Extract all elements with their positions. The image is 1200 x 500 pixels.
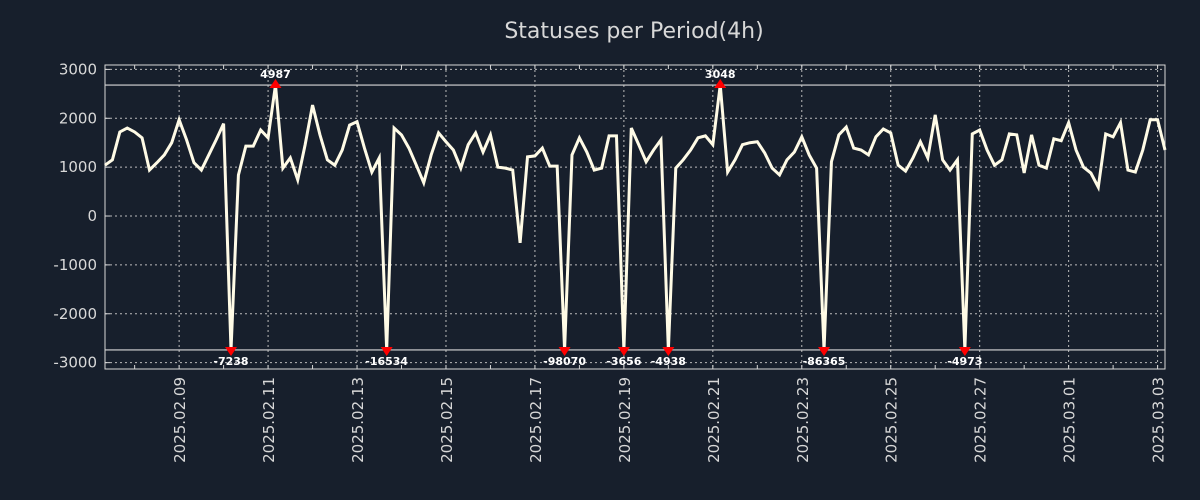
clip-marker-down xyxy=(558,346,571,356)
clip-marker-down xyxy=(662,346,675,356)
axes: 3000 2000 1000 0 -1000 -2000 -3000 2025.02.09 20… xyxy=(53,60,1167,462)
outlier-label: -4938 xyxy=(651,355,686,368)
y-tick-label: 0 xyxy=(87,207,97,225)
chart-title: Statuses per Period(4h) xyxy=(504,19,763,44)
x-tick-label: 2025.02.25 xyxy=(883,377,901,463)
clip-marker-down xyxy=(818,346,831,356)
outlier-label: -7238 xyxy=(213,355,248,368)
clip-marker-down xyxy=(380,346,393,356)
outlier-label: 4987 xyxy=(260,68,291,81)
outlier-label: -4973 xyxy=(947,355,982,368)
clip-marker-up xyxy=(269,79,282,89)
x-tick-label: 2025.03.03 xyxy=(1150,377,1168,463)
x-tick-label: 2025.02.09 xyxy=(171,377,189,463)
x-tick-label: 2025.02.21 xyxy=(705,377,723,463)
outlier-label: -3656 xyxy=(606,355,642,368)
clip-marker-up xyxy=(714,79,727,89)
y-tick-label: -3000 xyxy=(53,354,97,372)
outlier-label: -86365 xyxy=(803,355,846,368)
clip-marker-down xyxy=(225,346,238,356)
clip-marker-down xyxy=(958,346,971,356)
x-tick-label: 2025.02.23 xyxy=(794,377,812,463)
x-tick-label: 2025.02.11 xyxy=(260,377,278,463)
x-tick-label: 2025.03.01 xyxy=(1061,377,1079,463)
y-tick-label: -2000 xyxy=(53,305,97,323)
outlier-label: -98070 xyxy=(543,355,586,368)
y-tick-label: 3000 xyxy=(59,60,97,78)
plot-frame xyxy=(104,64,1166,370)
clip-marker-down xyxy=(617,346,630,356)
annotations: -7238 4987 -16534 -98070 -3656 -4938 3048 -8636… xyxy=(213,68,982,368)
x-tick-label: 2025.02.19 xyxy=(616,377,634,463)
series xyxy=(104,84,1167,351)
series-line xyxy=(104,84,1167,351)
x-tick-label: 2025.02.27 xyxy=(972,377,990,463)
outlier-label: 3048 xyxy=(705,68,736,81)
y-tick-label: -1000 xyxy=(53,256,97,274)
x-tick-label: 2025.02.13 xyxy=(349,377,367,463)
outlier-label: -16534 xyxy=(365,355,408,368)
y-tick-label: 2000 xyxy=(59,109,97,127)
x-tick-label: 2025.02.17 xyxy=(527,377,545,463)
y-tick-label: 1000 xyxy=(59,158,97,176)
x-tick-label: 2025.02.15 xyxy=(438,377,456,463)
